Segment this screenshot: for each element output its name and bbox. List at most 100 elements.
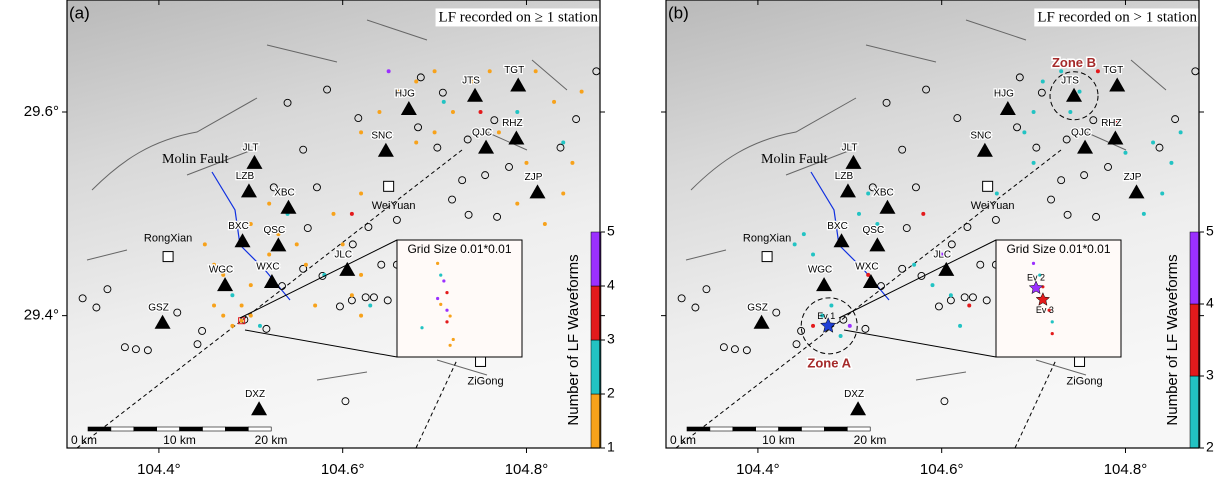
lf-event [848, 324, 852, 328]
zone-label: Zone B [1052, 55, 1096, 70]
scale-segment [802, 427, 825, 431]
figure: Molin FaultRongXianWeiYuanZiGongTGTJTSHJ… [0, 0, 1221, 483]
city [476, 356, 486, 366]
lf-event [1032, 110, 1036, 114]
colorbar-tick-label: 3 [607, 331, 615, 347]
station-label: RHZ [1101, 118, 1122, 129]
colorbar-tick-label: 5 [607, 223, 615, 239]
scale-segment [180, 427, 203, 431]
lf-event [524, 161, 528, 165]
lf-event [793, 242, 797, 246]
scale-label: 0 km [670, 433, 696, 447]
colorbar-label: Number of LF Waveforms [565, 254, 582, 425]
scale-segment [779, 427, 802, 431]
station-label: SNC [371, 130, 392, 141]
station-label: WGC [209, 265, 233, 276]
station-label: XBC [274, 187, 295, 198]
lf-event [580, 90, 584, 94]
city-label: RongXian [743, 232, 791, 244]
station-label: DXZ [245, 389, 265, 400]
colorbar-tick-label: 2 [1206, 439, 1214, 455]
inset-title: Grid Size 0.01*0.01 [407, 242, 511, 256]
scale-label: 20 km [854, 433, 887, 447]
city [983, 181, 993, 191]
lf-event [561, 191, 565, 195]
scale-segment [88, 427, 111, 431]
lf-event [479, 110, 483, 114]
station-label: XBC [873, 187, 894, 198]
lf-event [1142, 212, 1146, 216]
inset-star-label: Ev 3 [1036, 305, 1054, 315]
y-tick-label: 29.6° [24, 103, 59, 120]
lf-event [267, 253, 271, 257]
map-panel: Molin FaultRongXianWeiYuanZiGongTGTJTSHJ… [661, 0, 1214, 478]
station-label: QSC [863, 225, 885, 236]
lf-event [359, 314, 363, 318]
lf-event [912, 263, 916, 267]
scale-segment [824, 427, 847, 431]
lf-event [949, 293, 953, 297]
station-label: WXC [855, 262, 878, 273]
lf-event [802, 232, 806, 236]
station-label: BXC [228, 221, 249, 232]
inset-event [442, 279, 445, 282]
lf-event [433, 69, 437, 73]
city-label: RongXian [144, 232, 192, 244]
x-tick-label: 104.6° [920, 461, 964, 478]
station-label: JTS [1061, 75, 1079, 86]
lf-event [995, 191, 999, 195]
star-label: Ev 1 [817, 311, 835, 321]
lf-event [534, 69, 538, 73]
lf-event [230, 293, 234, 297]
station-label: WGC [808, 265, 832, 276]
lf-event [203, 242, 207, 246]
lf-event [839, 334, 843, 338]
lf-event [829, 303, 833, 307]
lf-event [451, 110, 455, 114]
scale-segment [225, 427, 248, 431]
inset-star-label: Ev 2 [1027, 272, 1045, 282]
scale-segment [756, 427, 779, 431]
lf-event [866, 191, 870, 195]
lf-event [249, 314, 253, 318]
station-label: ZJP [525, 172, 543, 183]
lf-event [249, 222, 253, 226]
lf-event [341, 242, 345, 246]
lf-event [433, 130, 437, 134]
lf-event [857, 212, 861, 216]
lf-event [515, 110, 519, 114]
inset-event [436, 297, 439, 300]
station-label: HJG [395, 89, 415, 100]
lf-event [866, 273, 870, 277]
lf-event [359, 191, 363, 195]
scale-label: 0 km [71, 433, 97, 447]
colorbar-tick-label: 1 [607, 439, 615, 455]
scale-segment [111, 427, 134, 431]
y-tick-label: 29.4° [24, 307, 59, 324]
lf-event [350, 293, 354, 297]
station-label: QSC [264, 225, 286, 236]
lf-event [1032, 161, 1036, 165]
lf-event [1068, 110, 1072, 114]
lf-event [442, 100, 446, 104]
inset-event [445, 291, 448, 294]
x-tick-label: 104.6° [321, 461, 365, 478]
lf-event [414, 79, 418, 83]
lf-event [967, 303, 971, 307]
station-label: TGT [1103, 65, 1123, 76]
station-label: LZB [835, 171, 854, 182]
lf-event [1160, 191, 1164, 195]
panel-label: (a) [69, 3, 90, 22]
inset-title: Grid Size 0.01*0.01 [1006, 242, 1110, 256]
inset [397, 240, 522, 357]
station-label: JLT [842, 143, 858, 154]
station-label: JLC [334, 249, 352, 260]
station-label: QJC [472, 127, 492, 138]
lf-event [497, 130, 501, 134]
lf-event [212, 303, 216, 307]
scale-segment [847, 427, 870, 431]
scale-segment [733, 427, 756, 431]
lf-event [1179, 130, 1183, 134]
station-label: WXC [256, 262, 279, 273]
inset-event [439, 274, 442, 277]
